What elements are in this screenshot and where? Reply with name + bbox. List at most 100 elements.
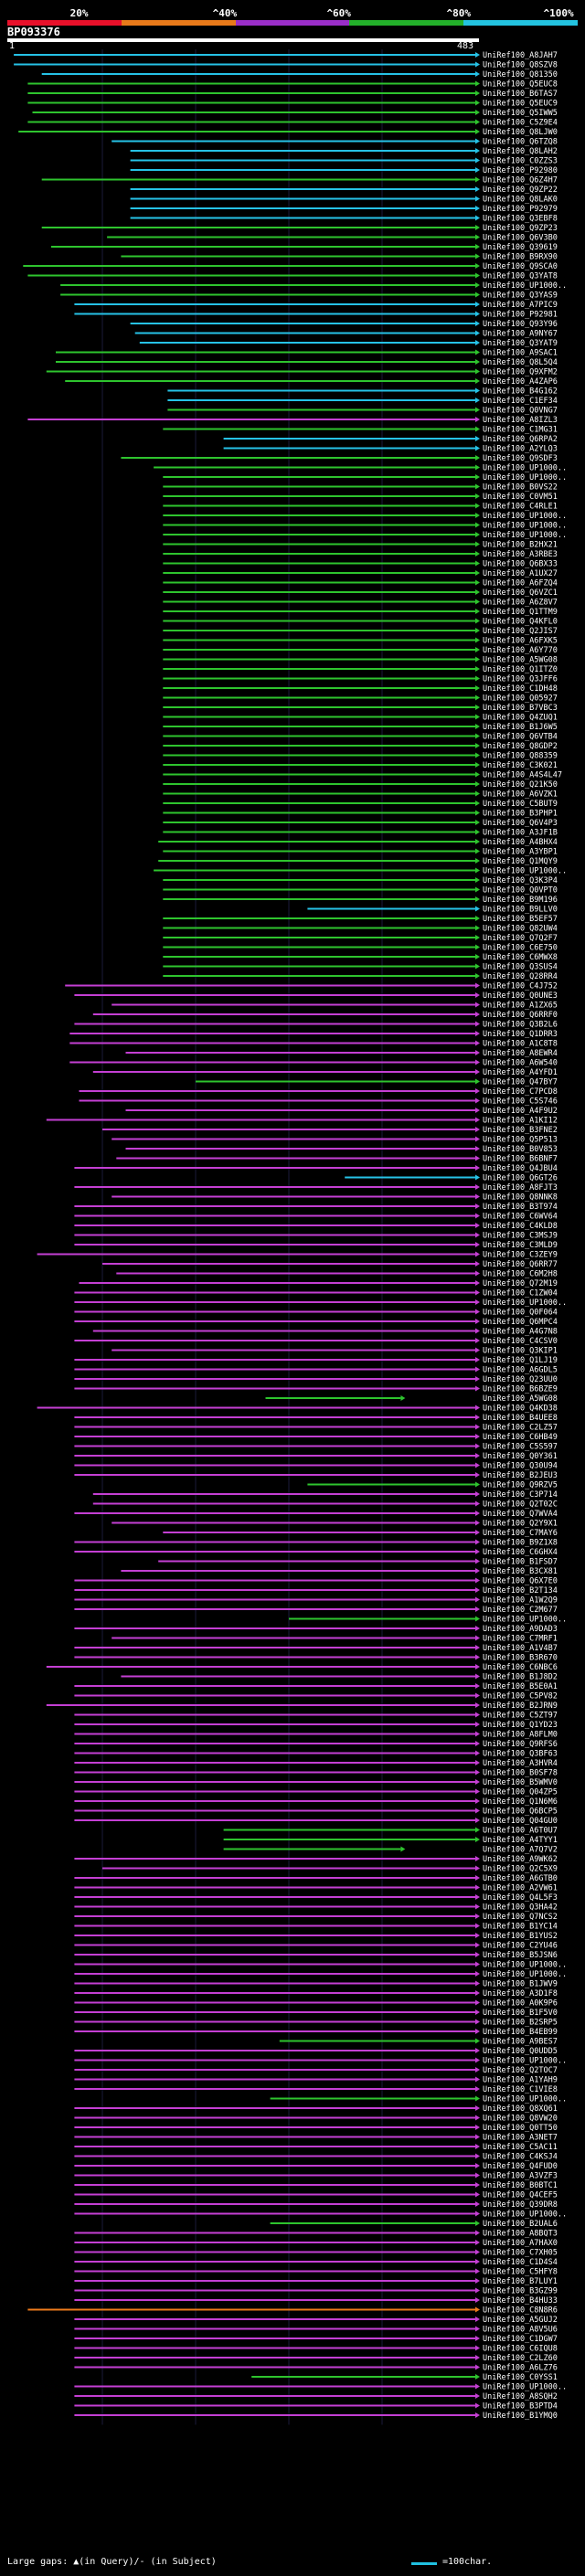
hit-label[interactable]: UniRef100_Q6V3B0 <box>483 234 558 243</box>
hit-label[interactable]: UniRef100_B3R670 <box>483 1654 558 1663</box>
hit-label[interactable]: UniRef100_Q9SCA0 <box>483 262 558 271</box>
hit-label[interactable]: UniRef100_B2HX21 <box>483 541 558 550</box>
hit-label[interactable]: UniRef100_Q7WVA4 <box>483 1510 558 1519</box>
hit-label[interactable]: UniRef100_A6GDL5 <box>483 1366 558 1375</box>
hit-label[interactable]: UniRef100_A9NY67 <box>483 330 558 339</box>
hit-label[interactable]: UniRef100_Q6VTB4 <box>483 733 558 742</box>
hit-label[interactable]: UniRef100_B3T974 <box>483 1203 558 1212</box>
hit-label[interactable]: UniRef100_B9M196 <box>483 896 558 905</box>
hit-label[interactable]: UniRef100_Q3KIP1 <box>483 1347 558 1356</box>
hit-label[interactable]: UniRef100_B2JEU3 <box>483 1471 558 1480</box>
hit-label[interactable]: UniRef100_C3MSJ9 <box>483 1232 558 1241</box>
hit-label[interactable]: UniRef100_B6BZE9 <box>483 1385 558 1394</box>
hit-label[interactable]: UniRef100_C7MAY6 <box>483 1529 558 1538</box>
hit-label[interactable]: UniRef100_C4J752 <box>483 982 558 991</box>
hit-label[interactable]: UniRef100_Q39DR8 <box>483 2200 558 2210</box>
hit-label[interactable]: UniRef100_C4KSJ4 <box>483 2153 558 2162</box>
hit-label[interactable]: UniRef100_UP1000.. <box>483 2383 567 2392</box>
hit-label[interactable]: UniRef100_A5WG08 <box>483 1394 558 1404</box>
hit-label[interactable]: UniRef100_Q1LJ19 <box>483 1356 558 1365</box>
hit-label[interactable]: UniRef100_C8N8R6 <box>483 2306 558 2316</box>
hit-label[interactable]: UniRef100_A6FZQ4 <box>483 579 558 588</box>
hit-label[interactable]: UniRef100_A8V5U6 <box>483 2326 558 2335</box>
hit-label[interactable]: UniRef100_Q6X7E0 <box>483 1577 558 1586</box>
hit-label[interactable]: UniRef100_P92980 <box>483 166 558 175</box>
hit-label[interactable]: UniRef100_B0BTC1 <box>483 2181 558 2190</box>
hit-label[interactable]: UniRef100_Q8LAK0 <box>483 196 558 205</box>
hit-label[interactable]: UniRef100_P92981 <box>483 311 558 320</box>
hit-label[interactable]: UniRef100_Q1ITZ0 <box>483 665 558 674</box>
hit-label[interactable]: UniRef100_C3ZEY9 <box>483 1251 558 1260</box>
hit-label[interactable]: UniRef100_C3MLD9 <box>483 1241 558 1250</box>
hit-label[interactable]: UniRef100_A6Z8V7 <box>483 599 558 608</box>
hit-label[interactable]: UniRef100_A4ZAP6 <box>483 377 558 387</box>
hit-label[interactable]: UniRef100_Q3SUS4 <box>483 963 558 972</box>
hit-label[interactable]: UniRef100_UP1000.. <box>483 1299 567 1308</box>
hit-label[interactable]: UniRef100_Q4JBU4 <box>483 1164 558 1173</box>
hit-label[interactable]: UniRef100_C6WV64 <box>483 1213 558 1222</box>
hit-label[interactable]: UniRef100_A8EWR4 <box>483 1049 558 1058</box>
hit-label[interactable]: UniRef100_C6M2H8 <box>483 1270 558 1279</box>
hit-label[interactable]: UniRef100_C0VM51 <box>483 493 558 502</box>
hit-label[interactable]: UniRef100_B1J8D2 <box>483 1673 558 1682</box>
hit-label[interactable]: UniRef100_Q1MQY9 <box>483 857 558 866</box>
hit-label[interactable]: UniRef100_Q81350 <box>483 70 558 80</box>
hit-label[interactable]: UniRef100_A8IZL3 <box>483 416 558 425</box>
hit-label[interactable]: UniRef100_A1V4B7 <box>483 1644 558 1653</box>
hit-label[interactable]: UniRef100_B3PHP1 <box>483 810 558 819</box>
hit-label[interactable]: UniRef100_C1MG31 <box>483 426 558 435</box>
hit-label[interactable]: UniRef100_B4G162 <box>483 387 558 397</box>
hit-label[interactable]: UniRef100_B0V853 <box>483 1145 558 1154</box>
hit-label[interactable]: UniRef100_Q0TT50 <box>483 2124 558 2133</box>
hit-label[interactable]: UniRef100_C4RLE1 <box>483 503 558 512</box>
hit-label[interactable]: UniRef100_C1EF34 <box>483 397 558 406</box>
hit-label[interactable]: UniRef100_Q6VZC1 <box>483 588 558 598</box>
hit-label[interactable]: UniRef100_B1YC14 <box>483 1923 558 1932</box>
hit-label[interactable]: UniRef100_C6HB49 <box>483 1433 558 1442</box>
hit-label[interactable]: UniRef100_Q9ZP22 <box>483 186 558 195</box>
hit-label[interactable]: UniRef100_B1YUS2 <box>483 1932 558 1941</box>
hit-label[interactable]: UniRef100_A5WG08 <box>483 656 558 665</box>
hit-label[interactable]: UniRef100_C5BUT9 <box>483 800 558 809</box>
hit-label[interactable]: UniRef100_B9RX90 <box>483 253 558 262</box>
hit-label[interactable]: UniRef100_Q1N6M6 <box>483 1797 558 1807</box>
hit-label[interactable]: UniRef100_UP1000.. <box>483 1961 567 1970</box>
hit-label[interactable]: UniRef100_Q4L5F3 <box>483 1893 558 1903</box>
hit-label[interactable]: UniRef100_Q3JFF6 <box>483 675 558 684</box>
hit-label[interactable]: UniRef100_C5ZT97 <box>483 1712 558 1721</box>
hit-label[interactable]: UniRef100_Q6RPA2 <box>483 435 558 444</box>
hit-label[interactable]: UniRef100_C6NBC6 <box>483 1663 558 1672</box>
hit-label[interactable]: UniRef100_Q5P513 <box>483 1136 558 1145</box>
hit-label[interactable]: UniRef100_C1ZW04 <box>483 1289 558 1299</box>
hit-label[interactable]: UniRef100_Q4KFL0 <box>483 618 558 627</box>
hit-label[interactable]: UniRef100_B5JSN6 <box>483 1951 558 1960</box>
hit-label[interactable]: UniRef100_C1DGW7 <box>483 2335 558 2344</box>
hit-label[interactable]: UniRef100_A7HAX0 <box>483 2239 558 2248</box>
hit-label[interactable]: UniRef100_Q0VNG7 <box>483 407 558 416</box>
hit-label[interactable]: UniRef100_Q47BY7 <box>483 1078 558 1087</box>
hit-label[interactable]: UniRef100_B6BNF7 <box>483 1155 558 1164</box>
hit-label[interactable]: UniRef100_A8FLM0 <box>483 1731 558 1740</box>
hit-label[interactable]: UniRef100_A0K9P6 <box>483 1999 558 2009</box>
hit-label[interactable]: UniRef100_A1W2Q9 <box>483 1596 558 1606</box>
hit-label[interactable]: UniRef100_A3VZF3 <box>483 2172 558 2181</box>
hit-label[interactable]: UniRef100_Q3YAT8 <box>483 272 558 281</box>
hit-label[interactable]: UniRef100_Q8GDP2 <box>483 742 558 751</box>
hit-label[interactable]: UniRef100_C6IQU8 <box>483 2345 558 2354</box>
hit-label[interactable]: UniRef100_UP1000.. <box>483 867 567 876</box>
hit-label[interactable]: UniRef100_Q6RR77 <box>483 1260 558 1269</box>
hit-label[interactable]: UniRef100_B3FNE2 <box>483 1126 558 1135</box>
hit-label[interactable]: UniRef100_Q72M19 <box>483 1279 558 1288</box>
hit-label[interactable]: UniRef100_A1YAH9 <box>483 2076 558 2085</box>
hit-label[interactable]: UniRef100_B0VS22 <box>483 483 558 493</box>
hit-label[interactable]: UniRef100_Q2JIS7 <box>483 627 558 636</box>
hit-label[interactable]: UniRef100_A1UX27 <box>483 569 558 578</box>
hit-label[interactable]: UniRef100_Q3EBF8 <box>483 215 558 224</box>
hit-label[interactable]: UniRef100_Q04ZP5 <box>483 1788 558 1797</box>
hit-label[interactable]: UniRef100_Q93Y96 <box>483 320 558 329</box>
hit-label[interactable]: UniRef100_B1J6W5 <box>483 723 558 732</box>
hit-label[interactable]: UniRef100_C7PCD8 <box>483 1087 558 1097</box>
hit-label[interactable]: UniRef100_A6LZ76 <box>483 2364 558 2373</box>
hit-label[interactable]: UniRef100_Q8L5Q4 <box>483 358 558 367</box>
hit-label[interactable]: UniRef100_Q0UDD5 <box>483 2047 558 2056</box>
